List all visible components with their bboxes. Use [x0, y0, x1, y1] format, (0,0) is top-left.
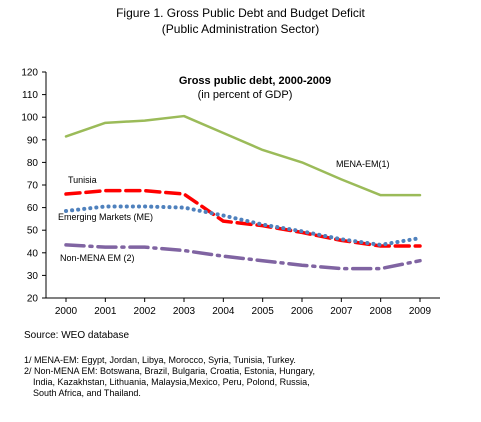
chart-labels: Gross public debt, 2000-2009 (in percent …: [58, 75, 390, 263]
chart-title: Gross public debt, 2000-2009: [179, 75, 331, 87]
series-line: [64, 204, 422, 247]
x-tick-label: 2000: [55, 306, 78, 317]
x-tick-label: 2009: [409, 306, 432, 317]
x-tick-label: 2005: [252, 306, 275, 317]
source-note: Source: WEO database: [24, 330, 130, 341]
footnote-2-end: South Africa, and Thailand.: [33, 388, 141, 398]
y-tick-label: 100: [21, 113, 38, 124]
y-tick-label: 30: [27, 271, 39, 282]
x-tick-label: 2007: [330, 306, 353, 317]
y-tick-label: 90: [27, 135, 39, 146]
y-tick-label: 50: [27, 226, 39, 237]
x-tick-label: 2008: [370, 306, 393, 317]
x-tick-label: 2001: [94, 306, 117, 317]
series-line: [64, 114, 422, 197]
y-tick-label: 110: [22, 90, 38, 101]
y-tick-label: 20: [27, 294, 39, 305]
y-tick-label: 60: [27, 203, 39, 214]
chart-subtitle: (in percent of GDP): [198, 89, 293, 101]
series-label: Non-MENA EM (2): [60, 253, 135, 263]
x-tick-label: 2002: [134, 306, 157, 317]
figure-subtitle: (Public Administration Sector): [161, 22, 320, 36]
footnote-2-cont: India, Kazakhstan, Lithuania, Malaysia,M…: [33, 377, 310, 387]
footnote-1: 1/ MENA-EM: Egypt, Jordan, Libya, Morocc…: [24, 355, 296, 365]
y-tick-label: 120: [21, 68, 38, 79]
series-label: Emerging Markets (ME): [58, 212, 153, 222]
x-tick-label: 2003: [173, 306, 196, 317]
series-label: MENA-EM(1): [336, 159, 390, 169]
chart-axes: 20 30 40 50 60 70 80 90 100 110 120 2000 2001 2002 200…: [21, 68, 440, 317]
series-label: Tunisia: [68, 175, 97, 185]
y-tick-label: 70: [27, 181, 39, 192]
footnotes: 1/ MENA-EM: Egypt, Jordan, Libya, Morocc…: [24, 355, 464, 399]
debt-line-chart: 20 30 40 50 60 70 80 90 100 110 120 2000 2001 2002 200…: [21, 68, 440, 317]
x-tick-label: 2004: [212, 306, 235, 317]
y-tick-label: 80: [27, 158, 39, 169]
chart-series: [64, 114, 422, 271]
series-line: [64, 243, 422, 271]
figure-title: Figure 1. Gross Public Debt and Budget D…: [116, 6, 365, 20]
y-tick-label: 40: [27, 248, 39, 259]
x-tick-label: 2006: [291, 306, 314, 317]
footnote-2: 2/ Non-MENA EM: Botswana, Brazil, Bulgar…: [24, 366, 315, 376]
